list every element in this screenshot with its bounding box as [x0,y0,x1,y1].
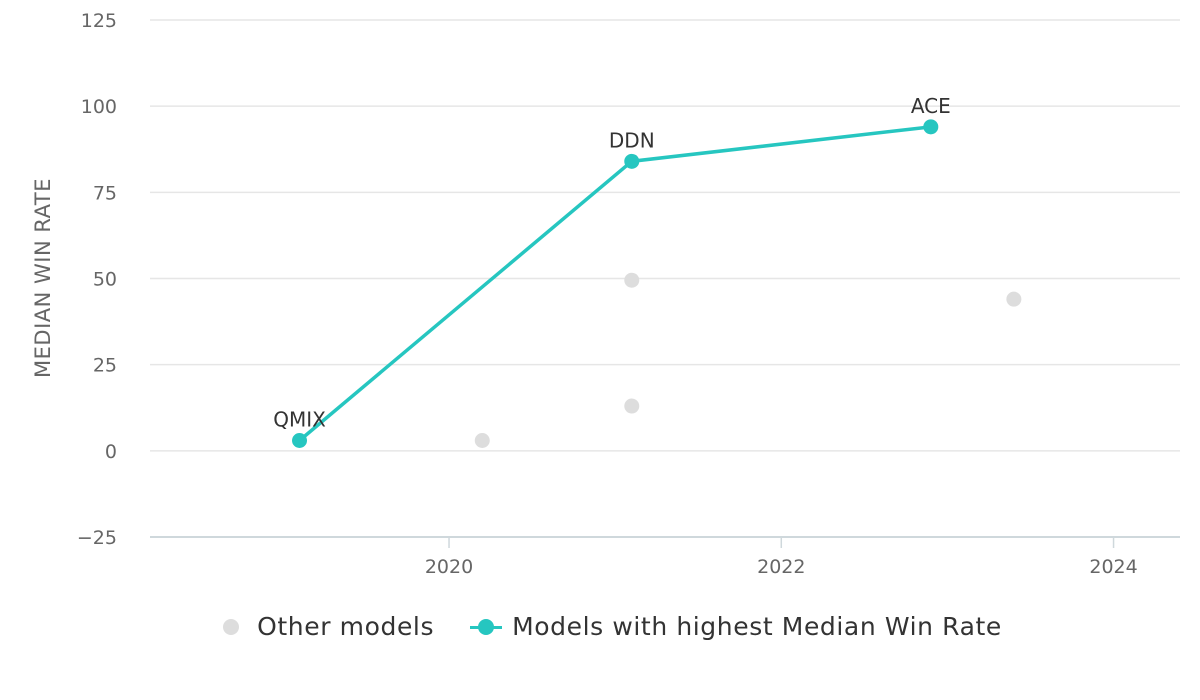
legend-marker-highest-models [470,618,503,635]
point-label: QMIX [273,407,326,431]
y-tick-label: 25 [93,355,117,377]
legend-item-other-models[interactable]: Other models [223,612,434,641]
legend-label-other-models: Other models [257,612,435,641]
y-tick-label: 0 [105,441,117,463]
series-line-highest [298,125,932,442]
x-tick-label: 2024 [1089,556,1137,578]
y-tick-label: −25 [77,527,117,549]
y-axis-ticks: −25 0 25 50 75 100 125 [77,10,117,549]
data-series: QMIX DDN ACE [273,94,1022,448]
legend-label-highest-models: Models with highest Median Win Rate [512,612,1002,641]
point-other-model[interactable] [624,272,640,288]
point-label: DDN [609,128,655,152]
point-highest-model[interactable] [624,153,640,169]
chart-plot-area: −25 0 25 50 75 100 125 2020 2022 2024 MEDIAN WIN… [31,10,1180,578]
legend-marker-other-models [223,618,240,635]
x-tick-label: 2020 [425,556,473,578]
x-tick-label: 2022 [757,556,805,578]
y-tick-label: 50 [93,269,117,291]
legend-item-highest-models[interactable]: Models with highest Median Win Rate [470,612,1002,641]
point-other-model[interactable] [1006,291,1022,307]
point-highest-model[interactable] [292,432,308,448]
gridlines [150,19,1180,452]
y-tick-label: 100 [81,96,117,118]
point-highest-model[interactable] [923,119,939,135]
point-other-model[interactable] [624,398,640,414]
legend: Other models Models with highest Median … [0,612,1200,641]
y-tick-label: 75 [93,182,117,204]
x-axis-ticks: 2020 2022 2024 [425,537,1138,578]
point-label: ACE [911,94,951,118]
y-tick-label: 125 [81,10,117,32]
point-other-model[interactable] [474,432,490,448]
y-axis-label: MEDIAN WIN RATE [31,178,55,378]
